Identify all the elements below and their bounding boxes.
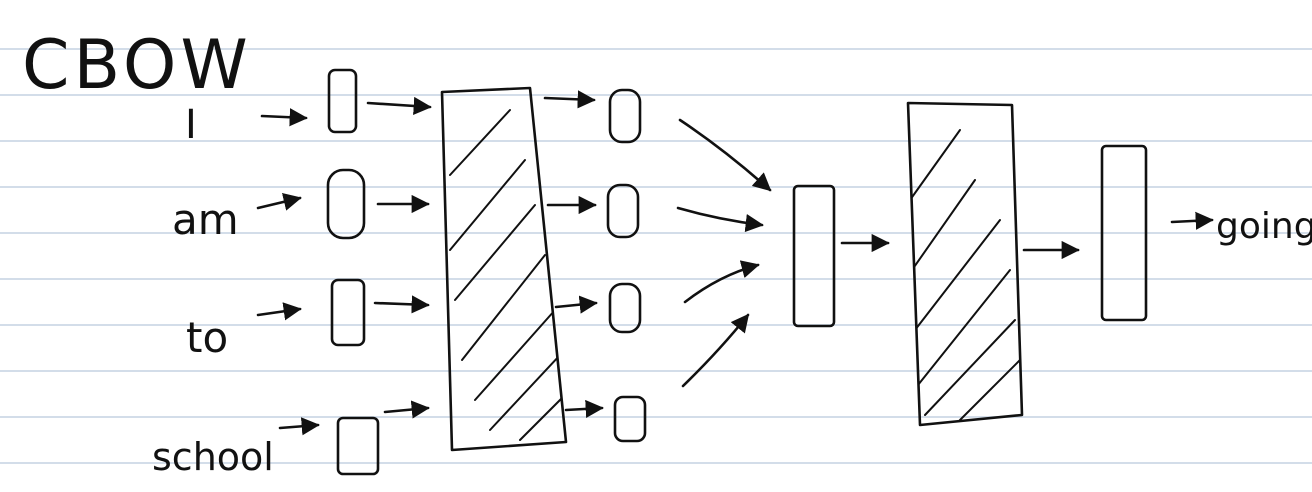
arrow	[676, 206, 764, 233]
hidden-vector	[792, 184, 836, 328]
embedding-hatching	[449, 109, 566, 441]
diagram-title: CBOW	[22, 26, 252, 105]
output-matrix	[906, 101, 1024, 427]
output-word: going	[1216, 206, 1312, 247]
arrow	[554, 295, 598, 314]
embedding-to-vector-arrows	[543, 90, 604, 418]
output-vector	[1100, 144, 1148, 322]
arrow	[383, 400, 430, 419]
output-matrix-hatching	[909, 129, 1021, 421]
arrow	[543, 90, 596, 109]
onehot-to-embedding-arrows	[366, 96, 432, 419]
arrow	[683, 260, 760, 304]
arrow	[373, 295, 430, 314]
embedded-vector-box	[613, 395, 647, 443]
output-matrix-outline	[906, 101, 1024, 427]
onehot-vector-box	[336, 416, 380, 476]
output-vector-to-word-arrow	[1170, 211, 1214, 230]
arrow	[564, 399, 604, 418]
embedding-matrix-outline	[440, 86, 568, 452]
input-word-3: to	[186, 313, 228, 362]
arrow	[678, 118, 772, 192]
embedded-vector-box	[606, 183, 640, 239]
arrow	[260, 108, 308, 127]
arrow	[366, 96, 432, 116]
onehot-vectors	[326, 68, 380, 476]
onehot-vector-box	[327, 68, 358, 134]
onehot-vector-box	[326, 168, 366, 240]
input-word-1: I	[185, 102, 197, 148]
input-word-4: school	[152, 435, 274, 479]
word-to-onehot-arrows	[256, 108, 320, 436]
arrow	[681, 313, 750, 388]
arrow	[256, 192, 302, 211]
embedded-vector-box	[608, 88, 642, 144]
embedded-vector-box	[608, 282, 642, 334]
input-word-2: am	[172, 195, 239, 244]
embedded-vectors	[606, 88, 647, 443]
arrow	[278, 417, 320, 436]
embedding-matrix	[440, 86, 568, 452]
arrow	[256, 302, 302, 321]
aggregation-arrows	[676, 118, 772, 388]
onehot-vector-box	[330, 278, 366, 347]
